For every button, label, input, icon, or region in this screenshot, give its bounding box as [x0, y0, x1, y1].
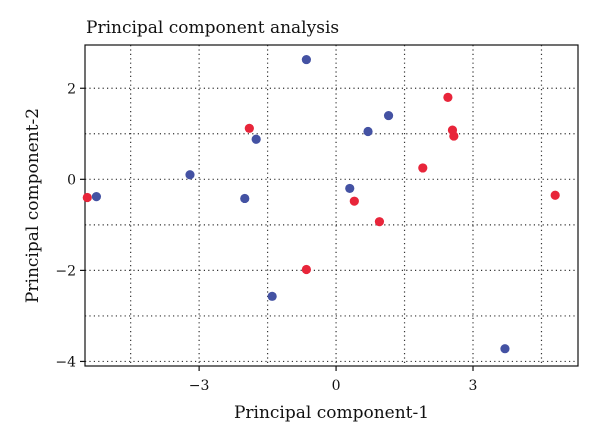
y-axis-label: Principal component-2 — [23, 108, 43, 303]
data-point-series-2 — [267, 291, 277, 301]
y-tick-label: −2 — [55, 263, 76, 279]
data-point-series-1 — [244, 123, 254, 133]
y-tick-label: 0 — [67, 172, 76, 188]
plot-frame — [84, 44, 579, 367]
data-points — [82, 54, 560, 354]
data-point-series-2 — [240, 193, 250, 204]
grid-lines — [85, 45, 578, 366]
data-point-series-1 — [418, 163, 428, 173]
chart-title: Principal component analysis — [86, 18, 339, 38]
data-point-series-2 — [500, 344, 510, 354]
data-point-series-1 — [301, 264, 311, 275]
data-point-series-2 — [363, 126, 373, 137]
data-point-series-1 — [443, 92, 453, 102]
x-tick-label: 3 — [469, 378, 478, 394]
data-point-series-2 — [185, 170, 195, 180]
x-axis-label: Principal component-1 — [234, 403, 429, 423]
data-point-series-1 — [449, 131, 459, 141]
data-point-series-1 — [374, 217, 385, 227]
data-point-series-1 — [82, 192, 92, 203]
data-point-series-2 — [251, 134, 261, 144]
data-point-series-1 — [349, 196, 359, 206]
axis-ticks: −3 0 3 −4 −2 0 2 — [55, 81, 477, 394]
x-tick-label: 0 — [332, 378, 341, 394]
data-point-series-2 — [301, 54, 311, 65]
x-tick-label: −3 — [189, 378, 210, 394]
y-tick-label: −4 — [55, 354, 76, 370]
data-point-series-2 — [345, 183, 355, 194]
data-point-series-2 — [91, 192, 102, 202]
data-point-series-2 — [383, 110, 394, 121]
data-point-series-1 — [550, 190, 560, 200]
y-tick-label: 2 — [67, 81, 76, 97]
